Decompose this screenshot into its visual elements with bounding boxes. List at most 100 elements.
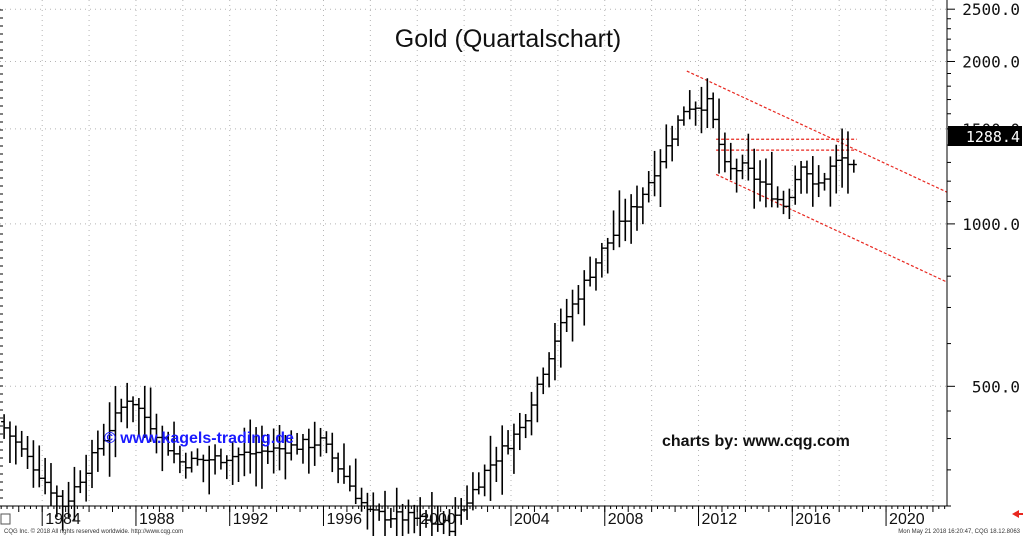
ohlc-bar <box>200 454 207 483</box>
ohlc-bar <box>118 398 125 423</box>
ohlc-bar <box>716 98 723 174</box>
ohlc-bar <box>610 210 617 251</box>
x-tick-label: 2000 <box>420 511 456 528</box>
x-tick-label: 2004 <box>514 511 550 528</box>
ohlc-bar <box>94 430 101 472</box>
ohlc-bar <box>657 149 664 207</box>
ohlc-bar <box>493 446 500 482</box>
ohlc-bar <box>633 185 640 231</box>
ohlc-bar <box>798 160 805 194</box>
ohlc-bar <box>475 472 482 495</box>
ohlc-bar <box>487 435 494 501</box>
ohlc-bar <box>792 165 799 205</box>
ohlc-bar <box>499 425 506 495</box>
ohlc-bar <box>141 385 148 439</box>
ohlc-bar <box>241 427 248 477</box>
ohlc-bar <box>130 396 137 423</box>
x-tick-label: 2008 <box>608 511 644 528</box>
ohlc-bar <box>774 186 781 208</box>
ohlc-bar <box>440 511 447 535</box>
ohlc-bar <box>217 448 224 470</box>
ohlc-bar <box>358 487 365 512</box>
ohlc-bar <box>270 428 277 474</box>
ohlc-bar <box>294 432 301 455</box>
ohlc-bar <box>516 412 523 451</box>
scroll-left-arrow[interactable] <box>0 513 11 525</box>
ohlc-bar <box>505 430 512 455</box>
ohlc-bar <box>346 465 353 492</box>
ohlc-bar <box>481 464 488 497</box>
ohlc-bar <box>428 492 435 541</box>
ohlc-bar <box>135 398 142 437</box>
ohlc-bar <box>24 435 31 469</box>
ohlc-bar <box>710 92 717 129</box>
ohlc-bar <box>604 237 611 274</box>
ohlc-bar <box>6 421 13 464</box>
ohlc-bar <box>212 444 219 475</box>
ohlc-bar <box>780 190 787 215</box>
ohlc-bar <box>575 285 582 315</box>
scroll-right-arrow-icon[interactable] <box>1012 510 1023 518</box>
x-tick-label: 2016 <box>795 511 831 528</box>
price-bars <box>1 78 857 541</box>
ohlc-bar <box>171 421 178 464</box>
ohlc-bar <box>235 447 242 482</box>
ohlc-bar <box>680 106 687 126</box>
ohlc-bar <box>206 445 213 495</box>
ohlc-bar <box>757 160 764 202</box>
ohlc-bar <box>669 125 676 162</box>
ohlc-bar <box>47 463 54 507</box>
ohlc-bar <box>739 154 746 180</box>
ohlc-bar <box>745 133 752 181</box>
ohlc-bar <box>510 423 517 474</box>
ohlc-bar <box>30 440 37 488</box>
ohlc-bar <box>71 466 78 521</box>
x-tick-label: 1984 <box>45 511 81 528</box>
ohlc-bar <box>844 131 851 194</box>
ohlc-bar <box>53 485 60 517</box>
y-tick-label: 1000.0 <box>962 215 1020 234</box>
ohlc-bar <box>721 132 728 173</box>
ohlc-bar <box>12 425 19 465</box>
ohlc-bar <box>581 270 588 326</box>
ohlc-bar <box>382 490 389 541</box>
ohlc-bar <box>182 452 189 479</box>
footer-timestamp: Mon May 21 2018 16:20:47, CQG 18.12.8063 <box>898 529 1020 535</box>
ohlc-bar <box>112 386 119 458</box>
ohlc-bar <box>100 423 107 456</box>
ohlc-bar <box>329 432 336 473</box>
ohlc-bar <box>563 298 570 333</box>
ohlc-bar <box>124 382 131 429</box>
website-label: © www.kagels-trading.de <box>104 430 294 447</box>
ohlc-bar <box>675 115 682 147</box>
ohlc-bar <box>253 427 260 487</box>
ohlc-bar <box>276 424 283 471</box>
ohlc-bar <box>833 144 840 194</box>
ohlc-bar <box>36 445 43 488</box>
ohlc-bar <box>264 433 271 464</box>
ohlc-bar <box>551 322 558 381</box>
ohlc-bar <box>616 190 623 248</box>
ohlc-bar <box>352 458 359 505</box>
x-tick-label: 1996 <box>326 511 362 528</box>
last-price-marker: 1288.4 <box>948 126 1022 146</box>
ohlc-bar <box>469 472 476 511</box>
ohlc-bar <box>598 242 605 278</box>
ohlc-bar <box>176 445 183 474</box>
ohlc-bar <box>645 171 652 203</box>
ohlc-bar <box>704 78 711 129</box>
ohlc-bar <box>305 428 312 474</box>
ohlc-bar <box>434 505 441 532</box>
ohlc-bar <box>77 470 84 494</box>
ohlc-bar <box>405 499 412 534</box>
ohlc-bar <box>340 443 347 484</box>
ohlc-bar <box>89 439 96 489</box>
ohlc-bar <box>147 387 154 442</box>
trend-line-upper-channel <box>686 70 948 193</box>
chart-title: Gold (Quartalschart) <box>395 25 621 53</box>
ohlc-bar <box>153 413 160 454</box>
ohlc-bar <box>288 430 295 461</box>
ohlc-bar <box>42 457 49 495</box>
ohlc-bar <box>622 198 629 242</box>
